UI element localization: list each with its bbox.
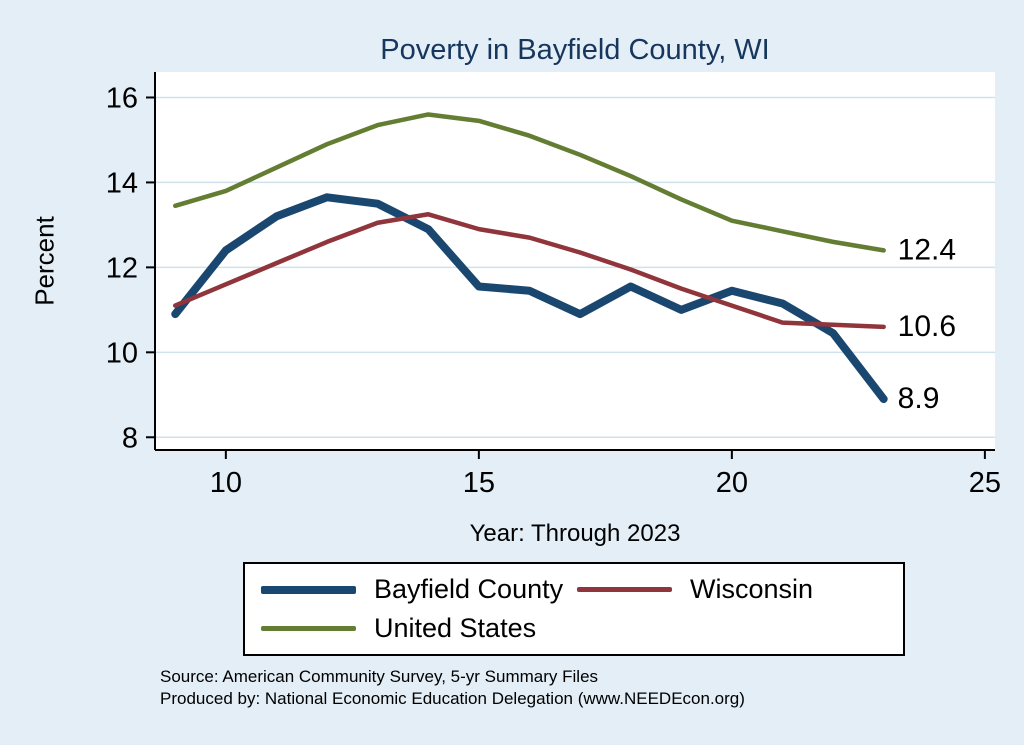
legend-swatch-united-states (261, 626, 356, 631)
y-tick-label: 16 (106, 82, 138, 114)
legend-swatch-bayfield-county (261, 585, 356, 594)
line-bayfield-county (171, 193, 888, 404)
x-tick-label: 25 (969, 467, 1001, 499)
end-label-wisconsin: 10.6 (898, 310, 956, 343)
line-wisconsin (172, 212, 886, 330)
footer: Source: American Community Survey, 5-yr … (160, 666, 745, 710)
y-tick-label: 14 (106, 167, 138, 199)
legend-swatch-wisconsin (577, 587, 672, 592)
x-axis-label: Year: Through 2023 (469, 520, 681, 547)
legend-label-wisconsin: Wisconsin (690, 574, 814, 604)
legend-label-bayfield-county: Bayfield County (374, 574, 564, 604)
x-tick-label: 15 (463, 467, 495, 499)
y-tick-label: 8 (122, 422, 138, 454)
footer-source: Source: American Community Survey, 5-yr … (160, 667, 599, 686)
legend-item-bayfield-county: Bayfield County (261, 574, 577, 605)
poverty-line-chart: 8 10 12 14 16 10 15 20 25 8.9 10.6 12.4 (106, 72, 1001, 499)
plot-area (155, 72, 995, 450)
y-tick-label: 10 (106, 337, 138, 369)
y-axis-label: Percent (29, 216, 60, 306)
x-tick-label: 20 (716, 467, 748, 499)
legend: Bayfield County Wisconsin United States (243, 562, 905, 656)
end-label-united-states: 12.4 (898, 233, 956, 266)
y-tick-label: 12 (106, 252, 138, 284)
chart-title: Poverty in Bayfield County, WI (380, 34, 770, 66)
legend-label-united-states: United States (374, 613, 537, 643)
end-label-bayfield-county: 8.9 (898, 382, 940, 415)
legend-item-united-states: United States (261, 613, 577, 644)
footer-produced-by: Produced by: National Economic Education… (160, 689, 745, 708)
x-tick-label: 10 (210, 467, 242, 499)
legend-item-wisconsin: Wisconsin (577, 574, 893, 605)
line-united-states (172, 112, 886, 253)
